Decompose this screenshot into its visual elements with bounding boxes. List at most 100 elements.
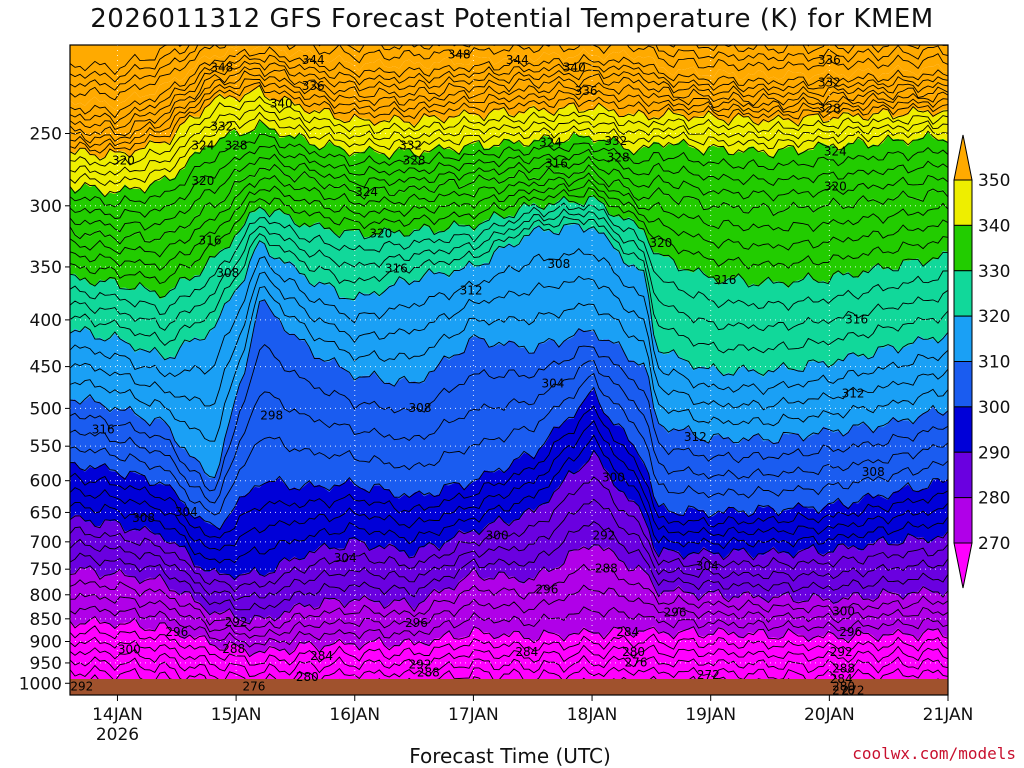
theta-contour xyxy=(70,45,948,101)
y-tick-label: 350 xyxy=(30,258,62,278)
theta-contour xyxy=(70,420,948,551)
contour-label: 316 xyxy=(845,312,868,326)
x-tick-label: 14JAN xyxy=(92,705,143,725)
colorbar-label: 330 xyxy=(978,262,1010,282)
contour-label: 332 xyxy=(399,138,422,152)
theta-contour xyxy=(70,215,948,354)
y-tick-label: 850 xyxy=(30,610,62,630)
chart-title: 2026011312 GFS Forecast Potential Temper… xyxy=(90,4,934,34)
theta-band xyxy=(70,196,948,377)
theta-contour xyxy=(70,343,948,492)
contour-label: 308 xyxy=(216,266,239,280)
contour-label: 298 xyxy=(260,409,283,423)
ground-strip xyxy=(70,679,948,695)
theta-contour xyxy=(70,66,948,137)
theta-band xyxy=(70,86,948,197)
theta-contour xyxy=(70,498,948,602)
theta-contour xyxy=(70,616,948,658)
theta-contour xyxy=(70,78,948,149)
contour-label: 276 xyxy=(832,684,855,698)
contour-label: 272 xyxy=(842,684,865,698)
theta-contour xyxy=(70,271,948,411)
theta-contour xyxy=(70,95,948,167)
theta-contour xyxy=(70,202,948,315)
colorbar-segment xyxy=(953,179,973,226)
theta-contour xyxy=(70,208,948,332)
contour-label: 312 xyxy=(684,430,707,444)
theta-contour xyxy=(70,153,948,233)
y-tick-label: 450 xyxy=(30,358,62,378)
contour-label: 316 xyxy=(199,234,222,248)
contour-label: 276 xyxy=(625,655,648,669)
contour-label: 292 xyxy=(70,680,93,694)
colorbar-label: 290 xyxy=(978,443,1010,463)
contour-label: 304 xyxy=(175,505,198,519)
theta-contour xyxy=(70,605,948,648)
contour-label: 320 xyxy=(649,236,672,250)
x-axis-label: Forecast Time (UTC) xyxy=(409,744,611,768)
contour-label: 328 xyxy=(225,138,248,152)
contour-label: 300 xyxy=(486,529,509,543)
colorbar-segment xyxy=(953,451,973,499)
contour-label: 308 xyxy=(409,401,432,415)
theta-contour xyxy=(70,194,948,299)
theta-contour xyxy=(70,81,948,154)
colorbar-label: 270 xyxy=(978,534,1010,554)
x-tick-label: 21JAN xyxy=(923,705,974,725)
theta-bands xyxy=(70,45,948,695)
contour-label: 312 xyxy=(842,386,865,400)
theta-contour xyxy=(70,60,948,130)
y-tick-label: 600 xyxy=(30,472,62,492)
theta-contour xyxy=(70,104,948,176)
contour-label: 272 xyxy=(697,668,720,682)
theta-contour xyxy=(70,360,948,504)
theta-band xyxy=(70,223,948,478)
contour-label: 348 xyxy=(210,61,233,75)
contour-label: 316 xyxy=(92,422,115,436)
theta-band xyxy=(70,389,948,581)
plot-area xyxy=(70,45,948,695)
contour-label: 308 xyxy=(862,465,885,479)
theta-contour xyxy=(70,187,948,285)
contour-label: 288 xyxy=(832,662,855,676)
colorbar-segment xyxy=(953,270,973,317)
contour-label: 288 xyxy=(222,642,245,656)
theta-contour xyxy=(70,584,948,639)
contour-label: 328 xyxy=(607,151,630,165)
y-tick-label: 750 xyxy=(30,560,62,580)
contour-label: 316 xyxy=(545,157,568,171)
x-tick-label: 16JAN xyxy=(329,705,380,725)
x-tick-label: 15JAN xyxy=(211,705,262,725)
theta-band xyxy=(70,120,948,244)
contour-label: 328 xyxy=(818,101,841,115)
y-tick-label: 500 xyxy=(30,399,62,419)
contour-label: 324 xyxy=(824,145,847,159)
contour-label: 332 xyxy=(818,75,841,89)
contour-label: 328 xyxy=(403,154,426,168)
contour-label: 292 xyxy=(225,615,248,629)
contour-label: 324 xyxy=(539,135,562,149)
x-tick-label: 17JAN xyxy=(448,705,499,725)
colorbar: 270 280 290 300 310 320 330 340 350 xyxy=(953,134,1010,589)
theta-contour xyxy=(70,84,948,161)
theta-contour xyxy=(70,111,948,187)
theta-contour xyxy=(70,144,948,219)
contour-label: 308 xyxy=(547,257,570,271)
y-tick-label: 250 xyxy=(30,124,62,144)
contour-label: 280 xyxy=(296,670,319,684)
contour-label: 300 xyxy=(602,471,625,485)
theta-contour xyxy=(70,46,948,119)
contour-label: 288 xyxy=(595,562,618,576)
contour-label: 320 xyxy=(112,154,135,168)
y-tick-label: 900 xyxy=(30,632,62,652)
theta-contour xyxy=(70,544,948,625)
y-tick-label: 950 xyxy=(30,654,62,674)
theta-contour xyxy=(70,476,948,593)
theta-contour xyxy=(70,222,948,377)
contour-label: 296 xyxy=(536,582,559,596)
contour-label: 312 xyxy=(460,284,483,298)
theta-contour xyxy=(70,636,948,677)
contour-label: 284 xyxy=(616,625,639,639)
y-tick-label: 700 xyxy=(30,533,62,553)
